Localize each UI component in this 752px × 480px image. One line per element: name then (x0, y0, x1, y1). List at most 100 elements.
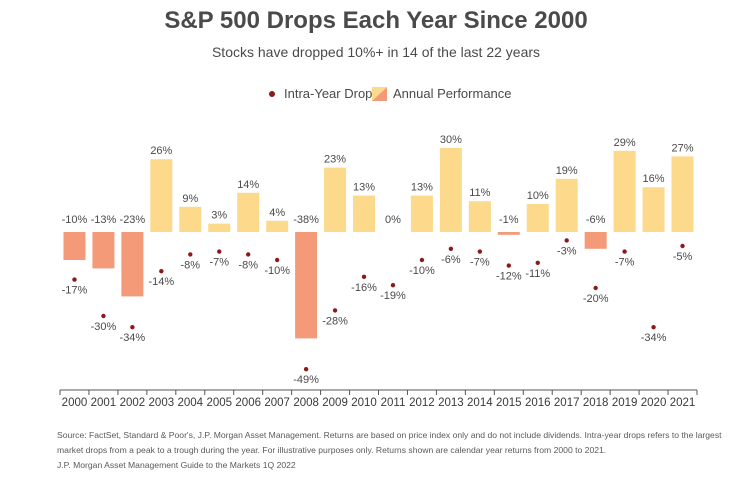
drop-dot-2008 (303, 367, 309, 372)
bar-label-2005: 3% (211, 210, 227, 222)
bar-2012 (410, 195, 433, 232)
legend: Intra-Year Drop Annual Performance (269, 86, 512, 101)
legend-drop-marker (269, 91, 275, 97)
x-tick-label-2011: 2011 (381, 397, 406, 409)
bar-label-2010: 13% (353, 182, 375, 194)
drop-dot-2009 (332, 308, 338, 313)
x-tick-label-2006: 2006 (235, 397, 261, 409)
bar-2001 (92, 232, 115, 269)
chart-subtitle: Stocks have dropped 10%+ in 14 of the la… (212, 44, 540, 60)
bar-2021 (671, 156, 694, 232)
plot-area: -10% -17% 2000 -13% -30% 2001 -23% -34% 2002 26% -… (59, 134, 698, 409)
drop-label-2020: -34% (641, 332, 667, 344)
bar-2004 (179, 206, 202, 232)
drop-dot-2019 (622, 249, 627, 254)
drop-label-2000: -17% (62, 285, 88, 297)
x-tick-label-2021: 2021 (670, 397, 696, 409)
bar-label-2009: 23% (324, 154, 346, 166)
x-tick-label-2019: 2019 (612, 397, 638, 409)
bar-label-2021: 27% (672, 142, 694, 154)
drop-label-2007: -10% (264, 265, 290, 277)
legend-drop-label: Intra-Year Drop (284, 86, 372, 101)
x-tick-label-2009: 2009 (322, 397, 348, 409)
drop-label-2002: -34% (120, 332, 146, 344)
source-line-3: J.P. Morgan Asset Management Guide to th… (57, 460, 296, 470)
drop-label-2005: -7% (209, 257, 229, 269)
drop-label-2021: -5% (673, 251, 693, 263)
bar-label-2017: 19% (556, 165, 578, 177)
x-tick-label-2010: 2010 (351, 397, 377, 409)
bar-2009 (324, 167, 347, 232)
x-tick-label-2007: 2007 (264, 397, 290, 409)
drop-dot-2010 (361, 274, 367, 279)
bar-2007 (266, 220, 289, 232)
drop-label-2015: -12% (496, 271, 522, 283)
drop-label-2018: -20% (583, 293, 609, 305)
bar-label-2020: 16% (643, 173, 665, 185)
bar-label-2004: 9% (182, 193, 198, 205)
bar-2017 (555, 178, 578, 232)
source-line-2: market drops from a peak to a trough dur… (57, 445, 607, 455)
drop-dot-2016 (535, 260, 540, 265)
drop-label-2014: -7% (470, 257, 490, 269)
drop-dot-2007 (274, 257, 280, 263)
drop-dot-2017 (564, 238, 569, 243)
x-tick-label-2001: 2001 (91, 397, 117, 409)
x-tick-label-2018: 2018 (583, 397, 609, 409)
legend-annual-label: Annual Performance (393, 86, 512, 101)
drop-dot-2000 (72, 277, 77, 282)
bar-2013 (439, 148, 462, 232)
drop-dot-2005 (217, 249, 222, 254)
x-tick-label-2016: 2016 (525, 397, 551, 409)
drop-dot-2018 (593, 285, 598, 291)
bar-2000 (63, 232, 86, 260)
bar-label-2001: -13% (91, 214, 117, 226)
x-tick-label-2004: 2004 (177, 397, 203, 409)
drop-label-2003: -14% (148, 276, 174, 288)
bar-label-2008: -38% (293, 214, 319, 226)
drop-label-2004: -8% (181, 259, 201, 271)
drop-label-2008: -49% (293, 374, 319, 386)
bar-2020 (642, 187, 665, 232)
bar-label-2018: -6% (586, 214, 606, 226)
chart-title: S&P 500 Drops Each Year Since 2000 (164, 7, 587, 34)
drop-label-2013: -6% (441, 254, 461, 266)
x-tick-label-2005: 2005 (206, 397, 232, 409)
x-tick-label-2014: 2014 (467, 397, 493, 409)
legend-annual-swatch (372, 87, 387, 101)
x-tick-label-2015: 2015 (496, 397, 522, 409)
bar-2008 (295, 232, 318, 339)
bar-2005 (208, 223, 231, 232)
drop-dot-2004 (188, 252, 193, 257)
x-tick-label-2020: 2020 (641, 397, 667, 409)
source-note: Source: FactSet, Standard & Poor's, J.P.… (57, 428, 722, 473)
bar-2016 (526, 204, 549, 232)
x-tick-label-2013: 2013 (438, 397, 464, 409)
bar-label-2002: -23% (120, 214, 146, 226)
bar-2010 (353, 195, 376, 232)
bar-label-2014: 11% (469, 187, 490, 199)
drop-label-2001: -30% (91, 321, 117, 333)
x-tick-label-2003: 2003 (149, 397, 175, 409)
bar-2002 (121, 232, 144, 297)
source-line-1: Source: FactSet, Standard & Poor's, J.P.… (57, 430, 722, 440)
bar-2018 (584, 232, 607, 249)
drop-dot-2020 (651, 325, 656, 330)
drop-label-2009: -28% (322, 315, 348, 327)
drop-dot-2002 (130, 325, 135, 330)
bar-label-2007: 4% (269, 207, 285, 219)
x-tick-label-2008: 2008 (293, 397, 319, 409)
drop-dot-2001 (101, 313, 106, 319)
bar-2006 (237, 192, 260, 232)
drop-dot-2021 (680, 243, 685, 249)
x-tick-label-2000: 2000 (62, 397, 88, 409)
drop-label-2011: -19% (380, 290, 406, 302)
drop-dot-2003 (159, 269, 164, 274)
bar-label-2016: 10% (527, 190, 549, 202)
x-tick-label-2002: 2002 (120, 397, 146, 409)
bar-label-2015: -1% (499, 214, 519, 226)
x-tick-label-2012: 2012 (409, 397, 435, 409)
drop-dot-2015 (506, 263, 511, 268)
x-tick-label-2017: 2017 (554, 397, 580, 409)
